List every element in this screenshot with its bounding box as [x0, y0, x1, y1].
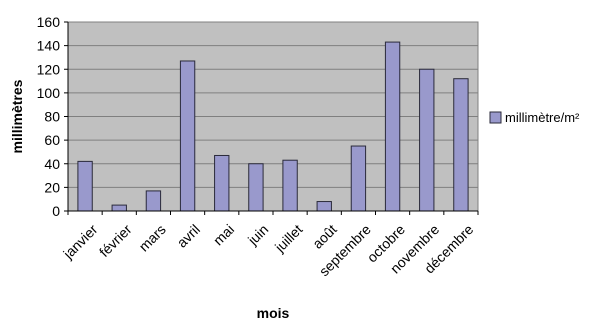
bar-août — [316, 201, 332, 212]
x-tick-label-mars: mars — [136, 221, 169, 254]
legend-swatch — [489, 111, 502, 124]
y-tick-label: 40 — [44, 156, 60, 172]
x-tick-label-janvier: janvier — [59, 221, 100, 262]
y-axis-title: millimètres — [9, 79, 25, 153]
x-tick-label-juin: juin — [244, 221, 271, 248]
bar-novembre — [419, 68, 435, 212]
legend: millimètre/m² — [489, 110, 580, 125]
bar-octobre — [384, 41, 401, 212]
y-tick-label: 80 — [44, 109, 60, 125]
x-tick-label-avril: avril — [174, 221, 203, 250]
y-tick-label: 100 — [37, 85, 61, 101]
x-tick-label-février: février — [96, 221, 135, 260]
bar-septembre — [350, 145, 367, 212]
y-tick-label: 120 — [37, 61, 61, 77]
bar-avril — [179, 60, 196, 212]
y-tick-label: 60 — [44, 132, 60, 148]
y-tick-label: 0 — [52, 203, 60, 219]
y-tick-label: 140 — [37, 38, 61, 54]
x-tick-label-mai: mai — [210, 221, 237, 248]
x-tick-label-juillet: juillet — [271, 221, 306, 256]
x-axis-title: mois — [257, 305, 290, 321]
bar-juin — [248, 163, 264, 212]
y-tick-label: 160 — [37, 14, 61, 30]
bar-juillet — [282, 159, 298, 212]
bar-décembre — [453, 78, 469, 212]
bar-mai — [214, 154, 230, 212]
bar-mars — [145, 190, 162, 212]
gridlines — [68, 45, 478, 188]
bar-février — [111, 204, 127, 212]
legend-label: millimètre/m² — [505, 110, 580, 125]
bar-janvier — [77, 160, 93, 212]
y-tick-label: 20 — [44, 179, 60, 195]
bar-series — [77, 41, 469, 212]
